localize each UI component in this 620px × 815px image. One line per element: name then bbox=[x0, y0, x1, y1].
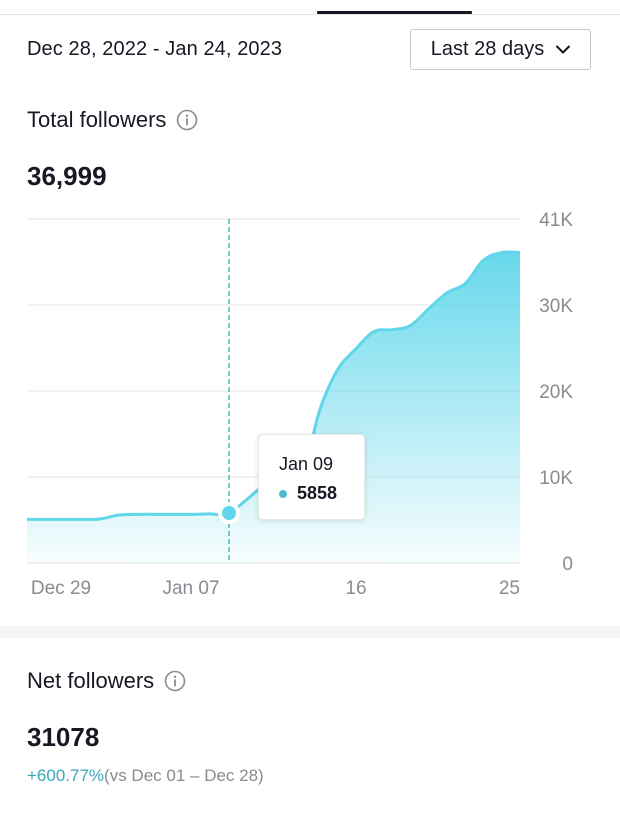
active-tab-indicator bbox=[317, 11, 472, 14]
date-range-dropdown-label: Last 28 days bbox=[430, 38, 545, 60]
total-followers-chart[interactable]: 0 10K 20K 30K 41K Dec 29 Jan 07 16 25 bbox=[0, 200, 620, 610]
chart-tooltip: Jan 09 5858 bbox=[258, 434, 365, 520]
total-followers-title: Total followers bbox=[27, 107, 198, 133]
info-icon[interactable] bbox=[164, 670, 186, 692]
net-followers-title: Net followers bbox=[27, 668, 186, 694]
x-tick-label: 16 bbox=[345, 578, 366, 599]
date-range-dropdown[interactable]: Last 28 days bbox=[410, 29, 591, 70]
tab-bar-divider bbox=[0, 14, 620, 15]
tooltip-date: Jan 09 bbox=[279, 454, 334, 474]
x-tick-label: 25 bbox=[499, 578, 520, 599]
total-followers-value: 36,999 bbox=[27, 161, 107, 191]
hover-point[interactable] bbox=[218, 502, 240, 524]
change-percent: +600.77% bbox=[27, 766, 105, 785]
info-icon[interactable] bbox=[176, 109, 198, 131]
net-followers-change: +600.77%(vs Dec 01 – Dec 28) bbox=[27, 766, 264, 786]
tooltip-value-row: 5858 bbox=[279, 483, 337, 504]
x-tick-label: Dec 29 bbox=[31, 578, 91, 599]
y-tick-label: 20K bbox=[539, 382, 573, 403]
series-dot-icon bbox=[279, 489, 287, 498]
net-followers-value: 31078 bbox=[27, 722, 100, 752]
y-tick-label: 0 bbox=[562, 554, 573, 575]
change-comparison: (vs Dec 01 – Dec 28) bbox=[104, 766, 264, 785]
date-range-label: Dec 28, 2022 - Jan 24, 2023 bbox=[27, 38, 283, 60]
x-tick-label: Jan 07 bbox=[162, 578, 219, 599]
tooltip-value: 5858 bbox=[297, 483, 338, 503]
section-divider bbox=[0, 626, 620, 638]
y-tick-label: 10K bbox=[539, 468, 573, 489]
y-tick-label: 30K bbox=[539, 296, 573, 317]
net-followers-title-text: Net followers bbox=[27, 668, 155, 693]
total-followers-title-text: Total followers bbox=[27, 107, 167, 132]
y-tick-label: 41K bbox=[539, 210, 573, 231]
chevron-down-icon bbox=[556, 45, 571, 54]
